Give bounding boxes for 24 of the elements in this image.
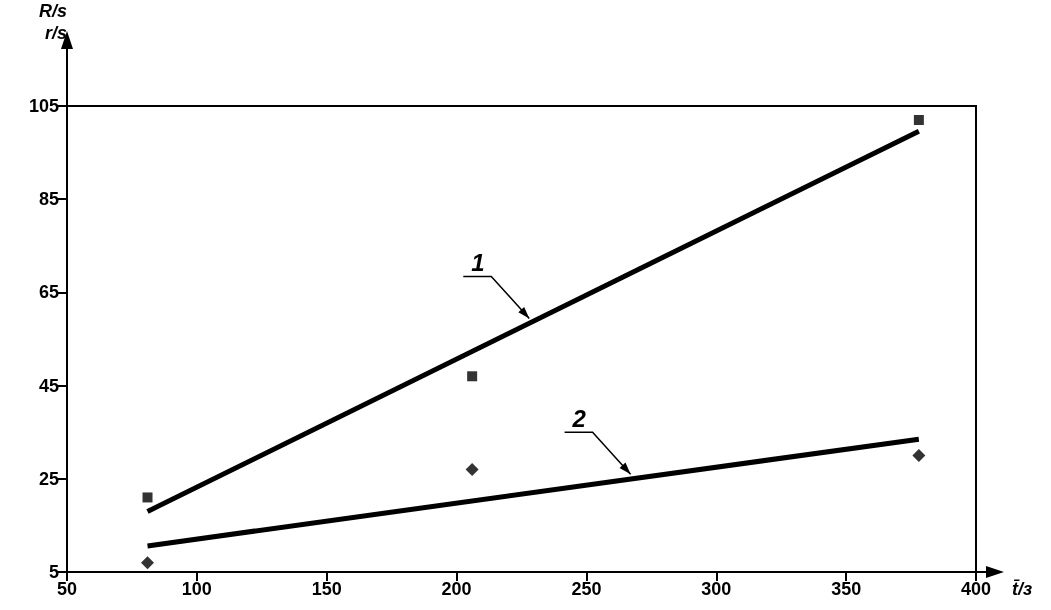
x-tick-label: 300 bbox=[701, 579, 732, 599]
x-tick-label: 350 bbox=[831, 579, 862, 599]
point bbox=[142, 492, 153, 503]
annotation: 2 bbox=[571, 404, 587, 432]
point bbox=[467, 371, 478, 382]
annotation: 1 bbox=[471, 249, 485, 276]
y-tick-label: 45 bbox=[38, 375, 59, 396]
x-tick-label: 250 bbox=[571, 579, 602, 599]
x-axis-title: t̄/з bbox=[1012, 579, 1033, 599]
y-tick-label: 105 bbox=[28, 96, 59, 116]
y-axis-title: R/s r/s bbox=[38, 1, 67, 43]
y-tick-label: 25 bbox=[38, 468, 59, 489]
point bbox=[141, 556, 155, 570]
x-tick-label: 100 bbox=[181, 579, 212, 599]
x-tick-label: 400 bbox=[960, 579, 992, 599]
y-tick-label: 5 bbox=[48, 562, 59, 582]
x-tick-label: 150 bbox=[311, 579, 342, 599]
x-tick-label: 50 bbox=[56, 579, 78, 599]
point bbox=[913, 114, 924, 125]
point bbox=[912, 449, 926, 462]
point bbox=[465, 462, 479, 476]
y-tick-label: 65 bbox=[38, 282, 59, 303]
x-tick-label: 200 bbox=[441, 579, 472, 599]
y-tick-label: 85 bbox=[38, 189, 59, 210]
